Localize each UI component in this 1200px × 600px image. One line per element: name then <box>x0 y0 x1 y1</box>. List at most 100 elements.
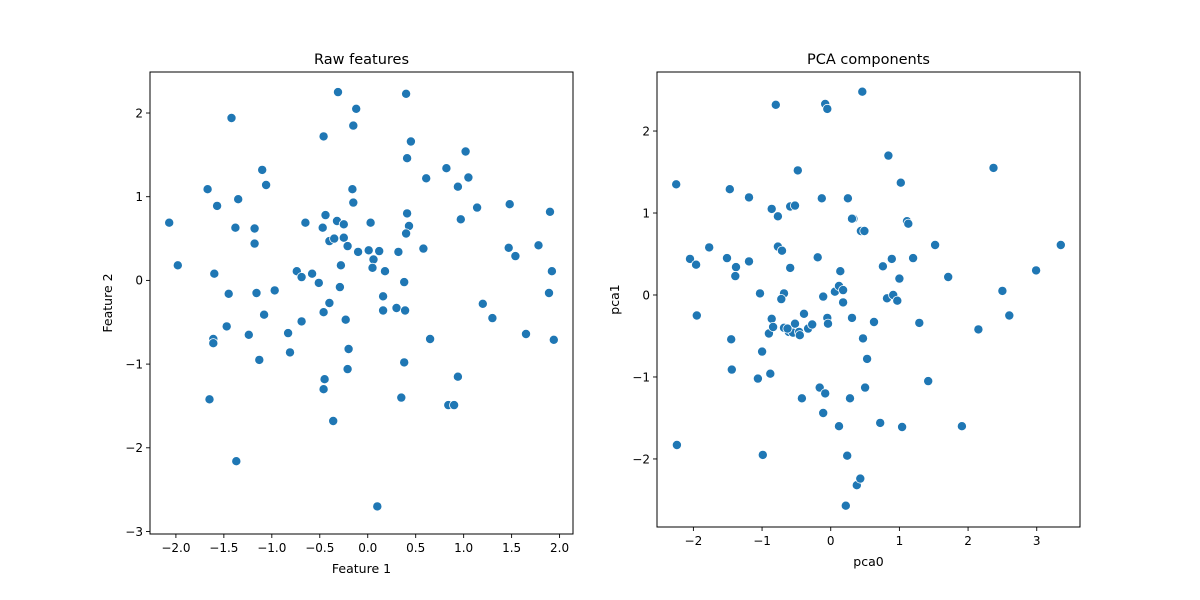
data-point <box>770 99 781 110</box>
data-point <box>834 421 845 432</box>
data-point <box>368 254 379 265</box>
data-point <box>794 330 805 341</box>
data-point <box>223 288 234 299</box>
data-point <box>399 277 410 288</box>
data-point <box>521 328 532 339</box>
data-point <box>533 240 544 251</box>
data-point <box>923 376 934 387</box>
data-point <box>726 334 737 345</box>
data-point <box>757 449 768 460</box>
data-point <box>353 246 364 257</box>
data-point <box>405 136 416 147</box>
data-point <box>340 314 351 325</box>
y-tick-label: 0 <box>135 274 143 288</box>
data-point <box>895 177 906 188</box>
data-point <box>402 153 413 164</box>
data-point <box>869 316 880 327</box>
data-point <box>318 307 329 318</box>
data-point <box>671 179 682 190</box>
raw-features-x-ticks: −2.0 −1.5 −1.0 −0.5 0.0 0.5 1.0 1.5 2.0 <box>161 534 569 555</box>
x-tick-label: 3 <box>1033 534 1041 548</box>
data-point <box>510 251 521 262</box>
data-point <box>790 318 801 329</box>
data-point <box>1031 265 1042 276</box>
raw-features-panel: −2.0 −1.5 −1.0 −0.5 0.0 0.5 1.0 1.5 2.0 2 1 0 −1 −2 −… <box>100 52 574 576</box>
pca-components-x-ticks: −2 −1 0 1 2 3 <box>685 527 1041 548</box>
data-point <box>816 193 827 204</box>
data-point <box>284 347 295 358</box>
data-point <box>973 324 984 335</box>
data-point <box>300 217 311 228</box>
data-point <box>744 256 755 267</box>
data-point <box>691 259 702 270</box>
data-point <box>807 319 818 330</box>
data-point <box>400 305 411 316</box>
raw-features-y-label: Feature 2 <box>100 273 115 332</box>
data-point <box>691 310 702 321</box>
data-point <box>504 199 515 210</box>
x-tick-label: 0.5 <box>406 541 425 555</box>
data-point <box>777 245 788 256</box>
data-point <box>313 277 324 288</box>
data-point <box>835 266 846 277</box>
data-point <box>731 262 742 273</box>
data-point <box>338 232 349 243</box>
data-point <box>452 181 463 192</box>
data-point <box>269 285 280 296</box>
pca-components-y-label: pca1 <box>607 284 622 314</box>
data-point <box>892 295 903 306</box>
data-point <box>463 172 474 183</box>
y-tick-label: 1 <box>135 190 143 204</box>
data-point <box>875 417 886 428</box>
data-point <box>421 173 432 184</box>
data-point <box>858 333 869 344</box>
data-point <box>328 415 339 426</box>
x-tick-label: 2 <box>964 534 972 548</box>
data-point <box>724 184 735 195</box>
data-point <box>847 312 858 323</box>
x-tick-label: −2 <box>685 534 703 548</box>
data-point <box>391 302 402 313</box>
data-point <box>744 192 755 203</box>
data-point <box>212 200 223 211</box>
data-point <box>845 393 856 404</box>
data-point <box>545 206 556 217</box>
x-tick-label: 1.0 <box>454 541 473 555</box>
raw-features-title: Raw features <box>314 52 409 68</box>
x-tick-label: 1.5 <box>502 541 521 555</box>
data-point <box>704 242 715 253</box>
data-point <box>307 268 318 279</box>
data-point <box>343 343 354 354</box>
pca-components-panel: −2 −1 0 1 2 3 2 1 0 −1 −2 PCA components pca0 pca… <box>607 52 1081 569</box>
data-point <box>842 193 853 204</box>
x-tick-label: −0.5 <box>305 541 334 555</box>
data-point <box>799 308 810 319</box>
data-point <box>765 368 776 379</box>
data-point <box>812 252 823 263</box>
data-point <box>838 297 849 308</box>
data-point <box>503 242 514 253</box>
data-point <box>768 321 779 332</box>
data-point <box>425 333 436 344</box>
data-point <box>722 253 733 264</box>
data-point <box>365 217 376 228</box>
data-point <box>399 357 410 368</box>
data-point <box>243 329 254 340</box>
data-point <box>378 291 389 302</box>
data-point <box>460 146 471 157</box>
data-point <box>544 287 555 298</box>
data-point <box>393 246 404 257</box>
data-point <box>363 245 374 256</box>
pca-components-title: PCA components <box>807 52 930 68</box>
data-point <box>233 194 244 205</box>
data-point <box>894 273 905 284</box>
data-point <box>726 364 737 375</box>
data-point <box>790 200 801 211</box>
raw-features-axes-frame <box>149 71 574 535</box>
data-point <box>862 353 873 364</box>
data-point <box>838 285 849 296</box>
x-tick-label: −1.5 <box>209 541 238 555</box>
data-point <box>908 253 919 264</box>
data-point <box>261 179 272 190</box>
data-point <box>402 208 413 219</box>
